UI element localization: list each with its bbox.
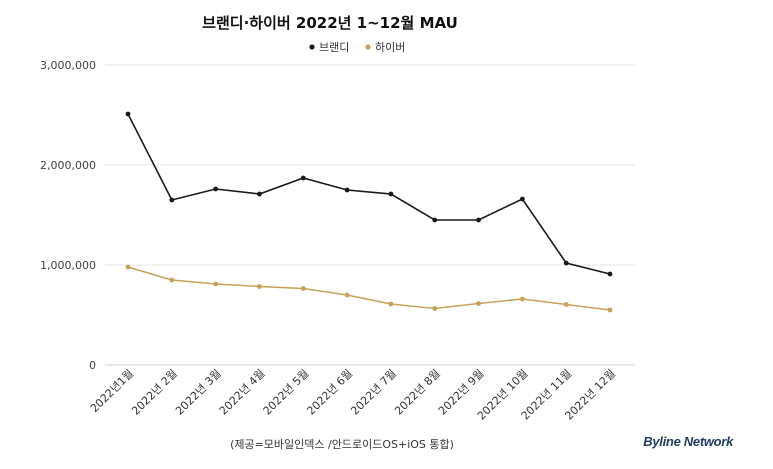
series-line-1	[127, 113, 611, 275]
data-point	[388, 301, 394, 307]
legend-marker	[365, 44, 371, 50]
data-point	[125, 264, 131, 270]
data-point	[432, 217, 438, 223]
data-point	[300, 286, 306, 291]
data-point	[257, 191, 262, 197]
legend: 브랜디 하이버	[309, 40, 405, 54]
data-point	[300, 175, 306, 181]
series-layer	[125, 111, 613, 313]
source-note: (제공=모바일인덱스 /안드로이드OS+iOS 통합)	[230, 437, 454, 451]
legend-marker	[309, 44, 315, 50]
data-point	[607, 307, 613, 313]
legend-label: 브랜디	[319, 41, 349, 54]
y-tick-label: 1,000,000	[40, 259, 96, 272]
data-point	[213, 281, 219, 287]
x-tick-label: 2022년 6월	[304, 367, 355, 418]
data-point	[476, 217, 481, 223]
data-point	[519, 296, 525, 302]
chart-title: 브랜디·하이버 2022년 1~12월 MAU	[202, 14, 458, 32]
data-point	[169, 277, 175, 283]
x-tick-label: 2022년 4월	[217, 367, 268, 418]
data-point	[213, 186, 219, 192]
data-point	[563, 260, 569, 266]
brand-logo: Byline Network	[643, 434, 733, 449]
legend-label: 하이버	[375, 40, 405, 54]
data-point	[257, 284, 262, 289]
x-tick-label: 2022년 2월	[129, 367, 180, 418]
data-point	[476, 301, 481, 306]
data-point	[388, 191, 394, 197]
data-point	[432, 306, 438, 311]
data-point	[344, 187, 350, 193]
data-point	[607, 271, 613, 277]
data-point	[563, 302, 569, 307]
data-point	[169, 197, 175, 203]
data-point	[519, 196, 525, 202]
x-tick-label: 2022년 5월	[261, 367, 312, 418]
data-point	[344, 292, 350, 298]
series-line-2	[127, 266, 611, 311]
x-tick-label: 2022년 8월	[392, 367, 443, 418]
x-tick-label: 2022년 3월	[173, 367, 224, 418]
y-tick-label: 3,000,000	[40, 59, 96, 72]
data-point	[125, 111, 131, 117]
y-tick-label: 2,000,000	[40, 159, 96, 172]
y-axis: 0 1,000,000 2,000,000 3,000,000	[40, 59, 96, 372]
x-tick-label: 2022년 7월	[348, 367, 399, 418]
grid	[105, 64, 635, 366]
y-tick-label: 0	[89, 359, 96, 372]
